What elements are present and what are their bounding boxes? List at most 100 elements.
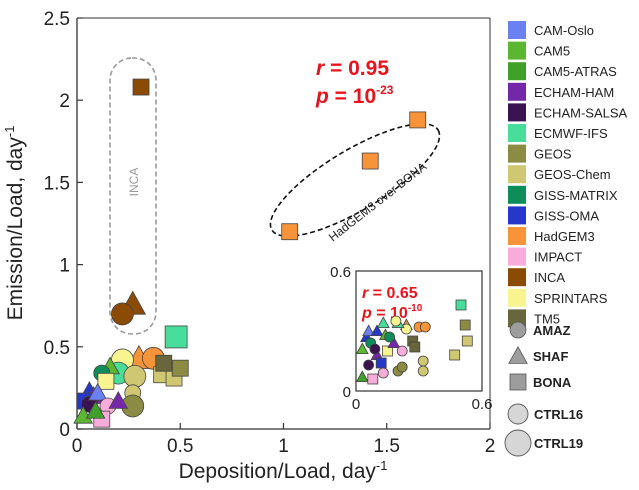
legend-swatch [508, 82, 526, 101]
inset-r-symbol: r [362, 285, 369, 302]
legend-region-label: SHAF [533, 349, 568, 364]
inset-data-point [409, 341, 421, 353]
legend-run-label: CTRL19 [534, 436, 583, 451]
legend-label: IMPACT [534, 250, 582, 265]
inset-r-value: = 0.65 [368, 285, 417, 302]
data-point [155, 354, 173, 372]
x-tick-label: 1.5 [374, 436, 400, 457]
data-point [108, 391, 129, 409]
legend-label: ECHAM-HAM [534, 85, 614, 100]
legend-size-circle [507, 403, 529, 425]
legend-swatch [508, 288, 526, 307]
inset-data-point [387, 336, 401, 349]
inset-p-exponent: -10 [408, 303, 423, 314]
inset-x-tick-label: 0.6 [472, 396, 493, 413]
y-axis-title: Emission/Load, day-1 [2, 126, 27, 321]
inca-annotation: INCA [127, 168, 141, 197]
inset-data-point [384, 331, 396, 343]
inset-y-tick-label: 0.6 [330, 264, 351, 281]
inset-data-point [417, 365, 429, 377]
inset-data-point [382, 345, 393, 357]
legend-label: SPRINTARS [534, 291, 608, 306]
x-axis-title: Deposition/Load, day-1 [179, 458, 388, 483]
legend-label: GEOS [534, 147, 572, 162]
main-p-value: = 10 [329, 85, 376, 108]
main-plot: 0 0.5 1 1.5 2 0 0.5 1 1.5 2 2.5 Deposition/Load, d… [2, 9, 495, 483]
inset-data-point [377, 367, 389, 379]
legend-swatch [508, 227, 526, 245]
legend-swatch [508, 165, 526, 184]
data-point [361, 152, 379, 170]
y-tick-label: 0.5 [44, 338, 70, 359]
legend-label: ECHAM-SALSA [534, 105, 628, 120]
y-tick-label: 2 [59, 91, 70, 112]
legend-region-label: AMAZ [533, 323, 571, 338]
y-tick-label: 1 [59, 256, 70, 277]
main-ticks: 0 0.5 1 1.5 2 0 0.5 1 1.5 2 2.5 [44, 9, 496, 457]
legend-label: CAM5 [534, 44, 570, 59]
inset-data-point [369, 343, 381, 355]
inset-data-point [449, 349, 461, 361]
inset-points [355, 299, 473, 385]
x-tick-label: 1 [278, 436, 289, 457]
inset-data-point [355, 370, 369, 383]
legend-shape [508, 345, 528, 364]
inset-data-point [459, 319, 471, 331]
inset-ticks: 0 0.6 0 0.6 [330, 264, 492, 413]
main-r-stat: r = 0.95 [316, 57, 389, 80]
legend-swatch [508, 144, 526, 163]
data-point [281, 223, 299, 241]
main-points [73, 78, 427, 428]
inset-data-point [455, 299, 467, 311]
inset-plot: 0 0.6 0 0.6 r = 0.65 p = 10-10 [330, 264, 492, 413]
y-tick-label: 0 [59, 420, 70, 441]
inset-data-point [362, 324, 376, 337]
x-tick-label: 0.5 [167, 436, 193, 457]
legend-shape [509, 321, 527, 339]
legend-swatch [508, 103, 526, 122]
legend-label: GISS-MATRIX [534, 188, 618, 203]
main-r-symbol: r [316, 57, 326, 80]
legend-label: HadGEM3 [534, 229, 595, 244]
data-point [164, 325, 188, 349]
legend-swatch [508, 206, 526, 225]
inset-data-point [376, 316, 390, 329]
inset-data-point [396, 345, 408, 357]
inset-data-point [419, 321, 431, 333]
inca-enclosure [109, 57, 157, 335]
inset-data-point [355, 342, 369, 355]
hadgem-enclosure [269, 123, 441, 237]
x-axis-title-sup: -1 [376, 458, 388, 473]
data-point [409, 111, 427, 129]
x-tick-label: 2 [485, 436, 496, 457]
data-point [171, 359, 189, 377]
inset-data-point [390, 315, 402, 327]
inset-data-point [461, 335, 473, 347]
main-p-symbol: p [315, 85, 329, 108]
inset-data-point [417, 355, 429, 367]
legend-label: CAM-Oslo [534, 23, 594, 38]
y-tick-label: 2.5 [44, 9, 70, 30]
inset-p-symbol: p [361, 305, 372, 322]
data-point [123, 364, 147, 388]
inset-y-tick-label: 0 [343, 384, 351, 401]
inset-data-point [375, 357, 387, 369]
legend-swatch [508, 185, 526, 204]
inset-data-point [400, 323, 412, 335]
legend: CAM-Oslo CAM5 CAM5-ATRAS ECHAM-HAM ECHAM-SAL… [504, 21, 628, 457]
legend-label: TM5 [534, 311, 560, 326]
legend-swatch [508, 62, 526, 81]
legend-label: ECMWF-IFS [534, 126, 608, 141]
legend-run-label: CTRL16 [534, 407, 583, 422]
x-tick-label: 0 [72, 436, 83, 457]
inset-data-point [363, 359, 375, 371]
inset-data-point [396, 361, 408, 373]
legend-swatch [508, 41, 526, 60]
legend-swatch [508, 247, 526, 266]
legend-label: INCA [534, 270, 565, 285]
legend-swatch [508, 21, 526, 39]
legend-label: GISS-OMA [534, 208, 599, 223]
y-tick-label: 1.5 [44, 173, 70, 194]
hadgem-annotation: HadGEM3 over BONA [326, 159, 429, 244]
